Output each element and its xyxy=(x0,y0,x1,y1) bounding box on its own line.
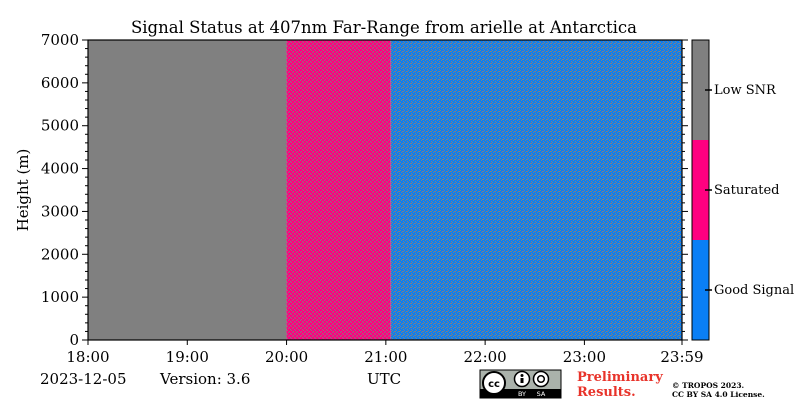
y-tick-label: 6000 xyxy=(41,74,79,92)
copyright-line1: © TROPOS 2023. xyxy=(672,381,744,390)
footer-date: 2023-12-05 xyxy=(40,370,126,388)
signal-region-1 xyxy=(286,40,391,340)
footer-version: Version: 3.6 xyxy=(159,370,250,388)
cc-by-sa-icon: cc BY SA xyxy=(479,369,562,399)
colorbar-segment xyxy=(692,140,709,240)
x-tick-label: 19:00 xyxy=(166,348,209,366)
x-tick-label: 20:00 xyxy=(265,348,308,366)
x-tick-label: 23:59 xyxy=(660,348,703,366)
chart-title: Signal Status at 407nm Far-Range from ar… xyxy=(131,18,637,37)
plot-area xyxy=(87,39,683,341)
x-tick-label: 18:00 xyxy=(66,348,109,366)
license-sa-text: SA xyxy=(537,390,546,398)
y-tick-label: 7000 xyxy=(41,31,79,49)
y-tick-label: 1000 xyxy=(41,288,79,306)
colorbar-segment xyxy=(692,40,709,140)
svg-text:cc: cc xyxy=(488,379,500,390)
y-axis-label: Height (m) xyxy=(14,149,32,232)
x-axis-label: UTC xyxy=(367,370,401,388)
colorbar-label: Good Signal xyxy=(714,283,794,298)
signal-region-2 xyxy=(390,40,682,340)
license-by-text: BY xyxy=(518,390,526,398)
preliminary-label-line1: Preliminary xyxy=(577,370,663,385)
plot-frame xyxy=(87,39,683,341)
preliminary-label-line2: Results. xyxy=(577,385,636,400)
x-tick-label: 22:00 xyxy=(464,348,507,366)
copyright-line2: CC BY SA 4.0 License. xyxy=(672,390,765,399)
y-axis: 0 1000 2000 3000 4000 5000 6000 7000 xyxy=(41,31,688,349)
y-tick-label: 5000 xyxy=(41,117,79,135)
y-tick-label: 3000 xyxy=(41,202,79,220)
x-tick-label: 23:00 xyxy=(563,348,606,366)
colorbar: Good Signal Saturated Low SNR xyxy=(691,39,794,341)
x-axis: 18:00 19:00 20:00 21:00 22:00 23:00 23:59 xyxy=(66,340,704,366)
y-tick-label: 2000 xyxy=(41,245,79,263)
colorbar-label: Low SNR xyxy=(714,83,777,98)
x-tick-label: 21:00 xyxy=(364,348,407,366)
colorbar-frame xyxy=(691,39,710,341)
colorbar-segment xyxy=(692,240,709,340)
colorbar-label: Saturated xyxy=(714,183,779,198)
y-tick-label: 4000 xyxy=(41,160,79,178)
y-tick-label: 0 xyxy=(69,331,79,349)
signal-region-0 xyxy=(88,40,287,340)
